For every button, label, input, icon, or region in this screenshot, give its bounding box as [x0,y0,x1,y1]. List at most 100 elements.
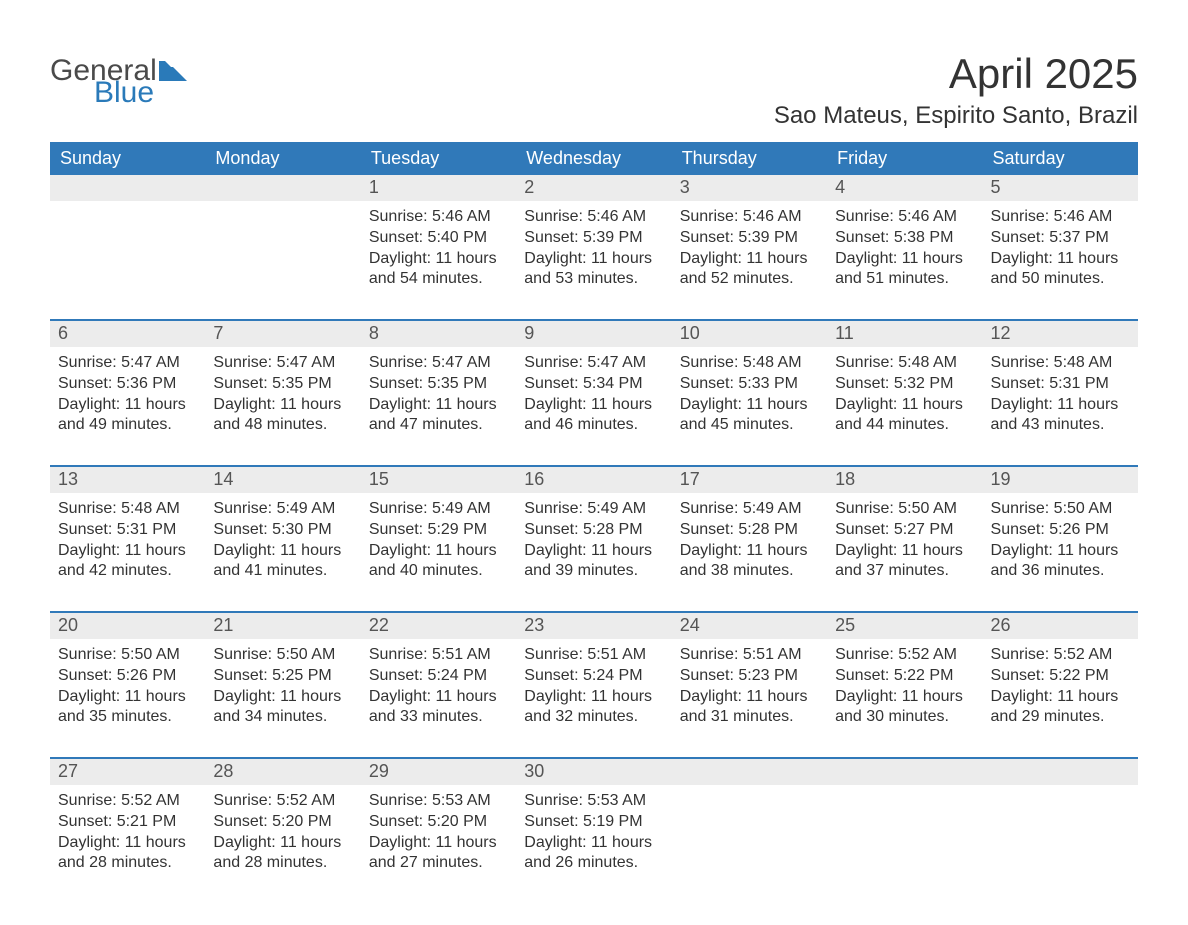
weekday-friday: Friday [827,142,982,175]
day-number: 11 [827,321,982,347]
daylight-line: Daylight: 11 hours and 28 minutes. [213,833,352,875]
sunrise-line: Sunrise: 5:46 AM [369,207,508,228]
sunset-line: Sunset: 5:33 PM [680,374,819,395]
day-number: 26 [983,613,1138,639]
sunrise-line: Sunrise: 5:52 AM [835,645,974,666]
day-cell: 4Sunrise: 5:46 AMSunset: 5:38 PMDaylight… [827,175,982,301]
sunrise-line: Sunrise: 5:53 AM [369,791,508,812]
day-number: 14 [205,467,360,493]
daylight-line: Daylight: 11 hours and 29 minutes. [991,687,1130,729]
sunrise-line: Sunrise: 5:52 AM [991,645,1130,666]
day-cell: 26Sunrise: 5:52 AMSunset: 5:22 PMDayligh… [983,613,1138,739]
day-cell: 8Sunrise: 5:47 AMSunset: 5:35 PMDaylight… [361,321,516,447]
day-body: Sunrise: 5:51 AMSunset: 5:24 PMDaylight:… [516,639,671,739]
sunset-line: Sunset: 5:30 PM [213,520,352,541]
daylight-line: Daylight: 11 hours and 48 minutes. [213,395,352,437]
daylight-line: Daylight: 11 hours and 32 minutes. [524,687,663,729]
day-body [672,785,827,885]
sunset-line: Sunset: 5:24 PM [369,666,508,687]
day-body: Sunrise: 5:52 AMSunset: 5:21 PMDaylight:… [50,785,205,885]
day-cell: 23Sunrise: 5:51 AMSunset: 5:24 PMDayligh… [516,613,671,739]
weekday-header-row: Sunday Monday Tuesday Wednesday Thursday… [50,142,1138,175]
day-number: 10 [672,321,827,347]
day-cell: 28Sunrise: 5:52 AMSunset: 5:20 PMDayligh… [205,759,360,885]
title-block: April 2025 Sao Mateus, Espirito Santo, B… [774,50,1138,130]
day-cell: 3Sunrise: 5:46 AMSunset: 5:39 PMDaylight… [672,175,827,301]
day-body: Sunrise: 5:46 AMSunset: 5:37 PMDaylight:… [983,201,1138,301]
day-body: Sunrise: 5:52 AMSunset: 5:22 PMDaylight:… [827,639,982,739]
day-cell: 20Sunrise: 5:50 AMSunset: 5:26 PMDayligh… [50,613,205,739]
day-cell: 9Sunrise: 5:47 AMSunset: 5:34 PMDaylight… [516,321,671,447]
sunrise-line: Sunrise: 5:46 AM [835,207,974,228]
day-body [205,201,360,301]
sunrise-line: Sunrise: 5:49 AM [524,499,663,520]
sunrise-line: Sunrise: 5:48 AM [991,353,1130,374]
sunrise-line: Sunrise: 5:51 AM [369,645,508,666]
week-row: 6Sunrise: 5:47 AMSunset: 5:36 PMDaylight… [50,319,1138,447]
location-subtitle: Sao Mateus, Espirito Santo, Brazil [774,102,1138,130]
day-body: Sunrise: 5:46 AMSunset: 5:39 PMDaylight:… [516,201,671,301]
day-number: 7 [205,321,360,347]
sunset-line: Sunset: 5:20 PM [369,812,508,833]
day-body: Sunrise: 5:48 AMSunset: 5:31 PMDaylight:… [983,347,1138,447]
daylight-line: Daylight: 11 hours and 41 minutes. [213,541,352,583]
sunset-line: Sunset: 5:38 PM [835,228,974,249]
day-cell: 5Sunrise: 5:46 AMSunset: 5:37 PMDaylight… [983,175,1138,301]
day-number: 9 [516,321,671,347]
day-cell: 14 Sunrise: 5:49 AMSunset: 5:30 PMDayligh… [205,467,360,593]
daylight-line: Daylight: 11 hours and 45 minutes. [680,395,819,437]
day-cell: 30Sunrise: 5:53 AMSunset: 5:19 PMDayligh… [516,759,671,885]
week-row: 1Sunrise: 5:46 AMSunset: 5:40 PMDaylight… [50,175,1138,301]
day-body [827,785,982,885]
day-number: 5 [983,175,1138,201]
day-number: 2 [516,175,671,201]
day-body: Sunrise: 5:48 AMSunset: 5:33 PMDaylight:… [672,347,827,447]
sunset-line: Sunset: 5:22 PM [835,666,974,687]
day-cell: 22Sunrise: 5:51 AMSunset: 5:24 PMDayligh… [361,613,516,739]
sunset-line: Sunset: 5:39 PM [524,228,663,249]
sunrise-line: Sunrise: 5:50 AM [213,645,352,666]
sunrise-line: Sunrise: 5:49 AM [680,499,819,520]
sunrise-line: Sunrise: 5:47 AM [213,353,352,374]
sunset-line: Sunset: 5:26 PM [991,520,1130,541]
header: General Blue April 2025 Sao Mateus, Espi… [50,50,1138,130]
sunrise-line: Sunrise: 5:47 AM [58,353,197,374]
day-cell: 2Sunrise: 5:46 AMSunset: 5:39 PMDaylight… [516,175,671,301]
daylight-line: Daylight: 11 hours and 31 minutes. [680,687,819,729]
sunset-line: Sunset: 5:31 PM [58,520,197,541]
day-body [983,785,1138,885]
sunrise-line: Sunrise: 5:49 AM [213,499,352,520]
sunset-line: Sunset: 5:32 PM [835,374,974,395]
day-cell [205,175,360,301]
day-body: Sunrise: 5:50 AMSunset: 5:25 PMDaylight:… [205,639,360,739]
day-cell: 29Sunrise: 5:53 AMSunset: 5:20 PMDayligh… [361,759,516,885]
daylight-line: Daylight: 11 hours and 36 minutes. [991,541,1130,583]
day-body: Sunrise: 5:52 AMSunset: 5:22 PMDaylight:… [983,639,1138,739]
daylight-line: Daylight: 11 hours and 27 minutes. [369,833,508,875]
sunset-line: Sunset: 5:19 PM [524,812,663,833]
day-number [983,759,1138,785]
day-number: 30 [516,759,671,785]
day-number: 22 [361,613,516,639]
day-cell: 24Sunrise: 5:51 AMSunset: 5:23 PMDayligh… [672,613,827,739]
month-title: April 2025 [774,50,1138,98]
day-number: 27 [50,759,205,785]
sunset-line: Sunset: 5:34 PM [524,374,663,395]
day-body: Sunrise: 5:49 AMSunset: 5:29 PMDaylight:… [361,493,516,593]
sunrise-line: Sunrise: 5:46 AM [991,207,1130,228]
sunset-line: Sunset: 5:31 PM [991,374,1130,395]
day-body [50,201,205,301]
sunset-line: Sunset: 5:29 PM [369,520,508,541]
day-cell: 12Sunrise: 5:48 AMSunset: 5:31 PMDayligh… [983,321,1138,447]
daylight-line: Daylight: 11 hours and 52 minutes. [680,249,819,291]
daylight-line: Daylight: 11 hours and 44 minutes. [835,395,974,437]
daylight-line: Daylight: 11 hours and 47 minutes. [369,395,508,437]
weekday-thursday: Thursday [672,142,827,175]
daylight-line: Daylight: 11 hours and 35 minutes. [58,687,197,729]
sunset-line: Sunset: 5:36 PM [58,374,197,395]
day-cell: 15Sunrise: 5:49 AMSunset: 5:29 PMDayligh… [361,467,516,593]
sunset-line: Sunset: 5:24 PM [524,666,663,687]
day-cell: 1Sunrise: 5:46 AMSunset: 5:40 PMDaylight… [361,175,516,301]
daylight-line: Daylight: 11 hours and 54 minutes. [369,249,508,291]
sunset-line: Sunset: 5:35 PM [213,374,352,395]
